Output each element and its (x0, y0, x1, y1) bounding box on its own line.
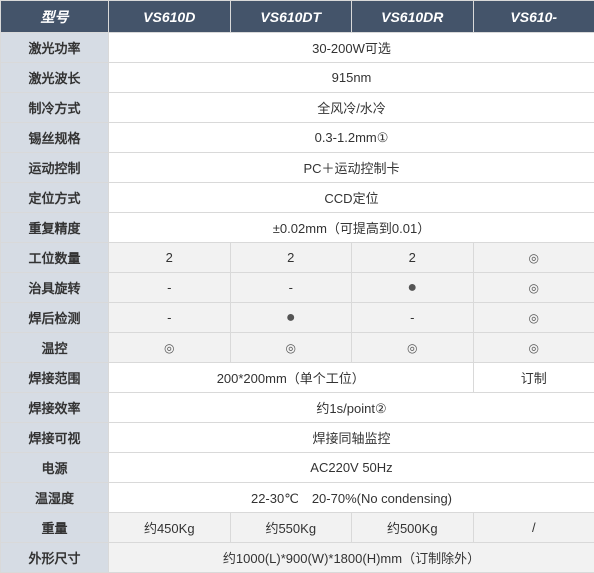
filled-circle-icon: ● (286, 309, 296, 326)
row-label: 工位数量 (1, 243, 109, 273)
row-label: 重量 (1, 513, 109, 543)
table-row: 重复精度±0.02mm（可提高到0.01） (1, 213, 594, 243)
row-label: 激光波长 (1, 63, 109, 93)
row-cell: - (109, 303, 231, 333)
header-model-3: VS610DR (352, 1, 474, 33)
table-row: 定位方式CCD定位 (1, 183, 594, 213)
table-row: 运动控制PC＋运动控制卡 (1, 153, 594, 183)
row-cell: ◎ (230, 333, 352, 363)
double-circle-icon: ◎ (529, 281, 539, 295)
row-label: 焊接范围 (1, 363, 109, 393)
row-cell: - (352, 303, 474, 333)
row-label: 锡丝规格 (1, 123, 109, 153)
double-circle-icon: ◎ (529, 251, 539, 265)
row-cell: ◎ (473, 243, 594, 273)
row-label: 温湿度 (1, 483, 109, 513)
table-row: 制冷方式全风冷/水冷 (1, 93, 594, 123)
table-row: 重量约450Kg约550Kg约500Kg/ (1, 513, 594, 543)
table-body: 激光功率30-200W可选激光波长915nm制冷方式全风冷/水冷锡丝规格0.3-… (1, 33, 594, 573)
row-label: 制冷方式 (1, 93, 109, 123)
double-circle-icon: ◎ (286, 341, 296, 355)
double-circle-icon: ◎ (407, 341, 417, 355)
row-value: 全风冷/水冷 (109, 93, 594, 123)
row-cell: / (473, 513, 594, 543)
table-row: 焊接范围200*200mm（单个工位）订制 (1, 363, 594, 393)
row-cell: 约550Kg (230, 513, 352, 543)
row-cell: 约500Kg (352, 513, 474, 543)
row-value: 30-200W可选 (109, 33, 594, 63)
row-cell: ◎ (473, 303, 594, 333)
row-value: PC＋运动控制卡 (109, 153, 594, 183)
row-label: 治具旋转 (1, 273, 109, 303)
table-row: 外形尺寸约1000(L)*900(W)*1800(H)mm（订制除外） (1, 543, 594, 573)
row-label: 激光功率 (1, 33, 109, 63)
row-label: 外形尺寸 (1, 543, 109, 573)
row-cell: 约450Kg (109, 513, 231, 543)
table-row: 温湿度22-30℃ 20-70%(No condensing) (1, 483, 594, 513)
row-value: 22-30℃ 20-70%(No condensing) (109, 483, 594, 513)
double-circle-icon: ◎ (164, 341, 174, 355)
row-value: 0.3-1.2mm① (109, 123, 594, 153)
table-row: 治具旋转--●◎ (1, 273, 594, 303)
table-row: 焊接效率约1s/point② (1, 393, 594, 423)
header-model-4: VS610- (473, 1, 594, 33)
row-cell: - (109, 273, 231, 303)
table-row: 激光波长915nm (1, 63, 594, 93)
row-label: 焊接效率 (1, 393, 109, 423)
table-row: 锡丝规格0.3-1.2mm① (1, 123, 594, 153)
row-cell: ◎ (352, 333, 474, 363)
table-row: 温控 ◎ ◎ ◎ ◎ (1, 333, 594, 363)
row-cell: ● (230, 303, 352, 333)
filled-circle-icon: ● (407, 279, 417, 296)
table-row: 焊接可视焊接同轴监控 (1, 423, 594, 453)
row-value: 915nm (109, 63, 594, 93)
row-value: ±0.02mm（可提高到0.01） (109, 213, 594, 243)
row-cell: ◎ (109, 333, 231, 363)
table-row: 激光功率30-200W可选 (1, 33, 594, 63)
row-cell: ● (352, 273, 474, 303)
spec-table: 型号VS610DVS610DTVS610DRVS610- 激光功率30-200W… (0, 0, 594, 573)
row-cell: ◎ (473, 333, 594, 363)
header-model-label: 型号 (1, 1, 109, 33)
row-label: 焊后检测 (1, 303, 109, 333)
row-cell: - (230, 273, 352, 303)
row-value: 焊接同轴监控 (109, 423, 594, 453)
header-model-2: VS610DT (230, 1, 352, 33)
header-model-1: VS610D (109, 1, 231, 33)
row-cell: 2 (109, 243, 231, 273)
row-value: 约1s/point② (109, 393, 594, 423)
double-circle-icon: ◎ (529, 341, 539, 355)
row-cell: 2 (230, 243, 352, 273)
row-value: CCD定位 (109, 183, 594, 213)
table-row: 焊后检测-●-◎ (1, 303, 594, 333)
row-label: 定位方式 (1, 183, 109, 213)
row-value: 200*200mm（单个工位） (109, 363, 474, 393)
row-label: 运动控制 (1, 153, 109, 183)
row-value: AC220V 50Hz (109, 453, 594, 483)
table-row: 电源AC220V 50Hz (1, 453, 594, 483)
row-label: 电源 (1, 453, 109, 483)
row-value: 订制 (473, 363, 594, 393)
row-label: 重复精度 (1, 213, 109, 243)
table-header: 型号VS610DVS610DTVS610DRVS610- (1, 1, 594, 33)
row-label: 焊接可视 (1, 423, 109, 453)
row-cell: 2 (352, 243, 474, 273)
double-circle-icon: ◎ (529, 311, 539, 325)
row-cell: ◎ (473, 273, 594, 303)
row-label: 温控 (1, 333, 109, 363)
table-row: 工位数量222◎ (1, 243, 594, 273)
row-value: 约1000(L)*900(W)*1800(H)mm（订制除外） (109, 543, 594, 573)
